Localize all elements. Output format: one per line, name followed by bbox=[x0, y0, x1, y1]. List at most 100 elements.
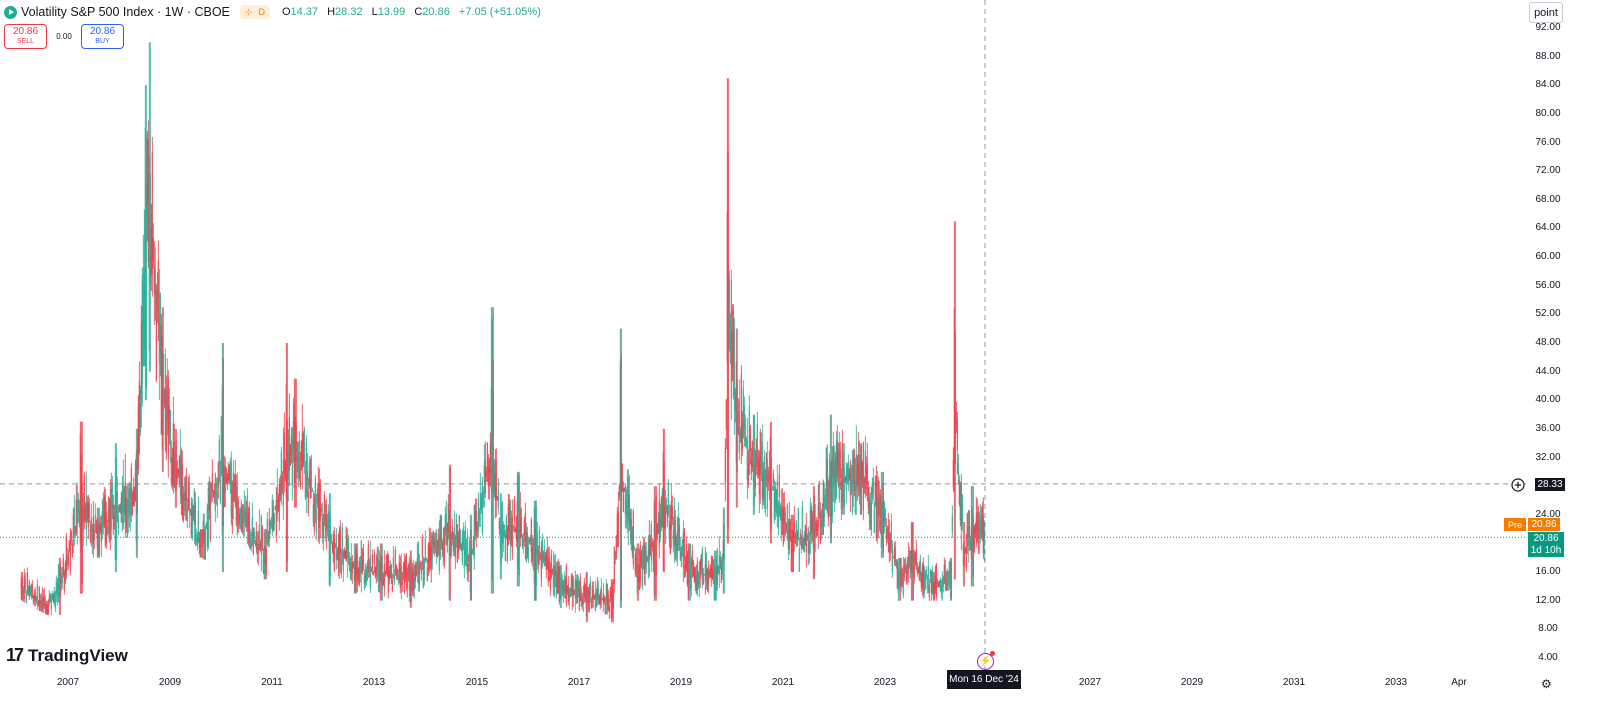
candle-body bbox=[455, 518, 457, 539]
candle-body bbox=[768, 470, 770, 483]
candle-body bbox=[153, 267, 155, 294]
candle-body bbox=[629, 511, 631, 531]
candle-body bbox=[734, 390, 736, 411]
candle-body bbox=[879, 493, 881, 530]
candle-body bbox=[718, 555, 720, 576]
tradingview-logo[interactable]: 17 TradingView bbox=[6, 645, 128, 666]
sell-button[interactable]: 20.86 SELL bbox=[4, 24, 47, 49]
chart-legend: Volatility S&P 500 Index · 1W · CBOE ⊹ D… bbox=[4, 2, 547, 22]
candle-body bbox=[612, 588, 614, 609]
candle-body bbox=[520, 517, 522, 537]
plus-circle-icon[interactable] bbox=[1511, 478, 1525, 492]
candle-body bbox=[842, 452, 844, 507]
candle-body bbox=[891, 544, 893, 573]
candle-body bbox=[889, 541, 891, 552]
candle-body bbox=[561, 578, 563, 590]
candle-body bbox=[252, 527, 254, 554]
candle-body bbox=[50, 599, 52, 610]
candle-body bbox=[873, 503, 875, 533]
candle-body bbox=[443, 526, 445, 562]
candle-body bbox=[807, 528, 809, 553]
candle-body bbox=[439, 515, 441, 559]
candle-body bbox=[310, 456, 312, 493]
candle-body bbox=[812, 505, 814, 548]
candle-body bbox=[182, 495, 184, 520]
candle-body bbox=[756, 423, 758, 465]
candle-body bbox=[33, 593, 35, 601]
lightning-icon[interactable]: ⚡ bbox=[977, 653, 994, 670]
candle-body bbox=[616, 513, 618, 538]
candle-body bbox=[122, 483, 124, 530]
candle-body bbox=[894, 546, 896, 562]
candle-body bbox=[481, 482, 483, 534]
candle-body bbox=[495, 460, 497, 500]
candle-body bbox=[762, 473, 764, 501]
candle-body bbox=[87, 502, 89, 528]
candle-body bbox=[266, 518, 268, 544]
symbol-status-icon[interactable] bbox=[4, 5, 17, 19]
candle-body bbox=[201, 532, 203, 548]
candle-body bbox=[663, 461, 665, 529]
buy-button[interactable]: 20.86 BUY bbox=[81, 24, 124, 49]
candle-body bbox=[714, 566, 716, 599]
candle-body bbox=[798, 548, 800, 572]
candle-body bbox=[364, 573, 366, 583]
candle-body bbox=[559, 567, 561, 601]
candle-body bbox=[498, 521, 500, 529]
price-scale-mode-button[interactable]: point bbox=[1529, 2, 1563, 23]
candle-body bbox=[181, 463, 183, 515]
candle-body bbox=[231, 481, 233, 528]
candle-body bbox=[436, 540, 438, 557]
candle-body bbox=[545, 553, 547, 571]
candle-body bbox=[859, 455, 861, 495]
price-axis-tick: 56.00 bbox=[1535, 279, 1561, 291]
candlestick-series bbox=[20, 42, 985, 623]
candle-body bbox=[896, 561, 898, 589]
gear-icon[interactable]: ⚙ bbox=[1541, 677, 1552, 691]
candle-body bbox=[348, 559, 350, 566]
candle-body bbox=[390, 564, 392, 579]
symbol-title[interactable]: Volatility S&P 500 Index · 1W · CBOE bbox=[21, 5, 230, 19]
candle-body bbox=[238, 515, 240, 526]
candle-body bbox=[700, 554, 702, 571]
candle-body bbox=[735, 361, 737, 462]
candle-body bbox=[633, 546, 635, 550]
candle-body bbox=[206, 507, 208, 547]
time-axis-tick: 2033 bbox=[1384, 677, 1408, 688]
candle-body bbox=[284, 462, 286, 479]
candle-body bbox=[150, 227, 152, 276]
candle-body bbox=[447, 502, 449, 532]
candle-body bbox=[420, 568, 422, 574]
candle-body bbox=[176, 467, 178, 479]
candle-body bbox=[48, 595, 50, 603]
candle-body bbox=[106, 526, 108, 535]
candle-body bbox=[71, 544, 73, 557]
candle-body bbox=[605, 584, 607, 602]
candle-body bbox=[149, 173, 151, 284]
candle-body bbox=[893, 549, 895, 558]
candle-body bbox=[881, 501, 883, 543]
candle-body bbox=[406, 576, 408, 589]
candle-body bbox=[133, 491, 135, 506]
market-status-pill[interactable]: ⊹ D bbox=[239, 5, 270, 19]
candle-body bbox=[466, 537, 468, 575]
candle-body bbox=[764, 471, 766, 513]
candle-body bbox=[232, 472, 234, 502]
candle-body bbox=[298, 440, 300, 478]
candle-body bbox=[694, 567, 696, 582]
candle-body bbox=[533, 508, 535, 583]
candle-body bbox=[445, 513, 447, 533]
candle-body bbox=[28, 581, 30, 598]
candle-body bbox=[918, 565, 920, 580]
candle-body bbox=[642, 547, 644, 569]
candle-body bbox=[399, 563, 401, 589]
candle-body bbox=[126, 499, 128, 538]
candle-body bbox=[39, 600, 41, 605]
candle-body bbox=[929, 571, 931, 578]
candle-body bbox=[974, 525, 976, 534]
candle-body bbox=[337, 546, 339, 569]
candle-body bbox=[138, 381, 140, 453]
candle-body bbox=[932, 581, 934, 594]
candle-body bbox=[303, 428, 305, 463]
